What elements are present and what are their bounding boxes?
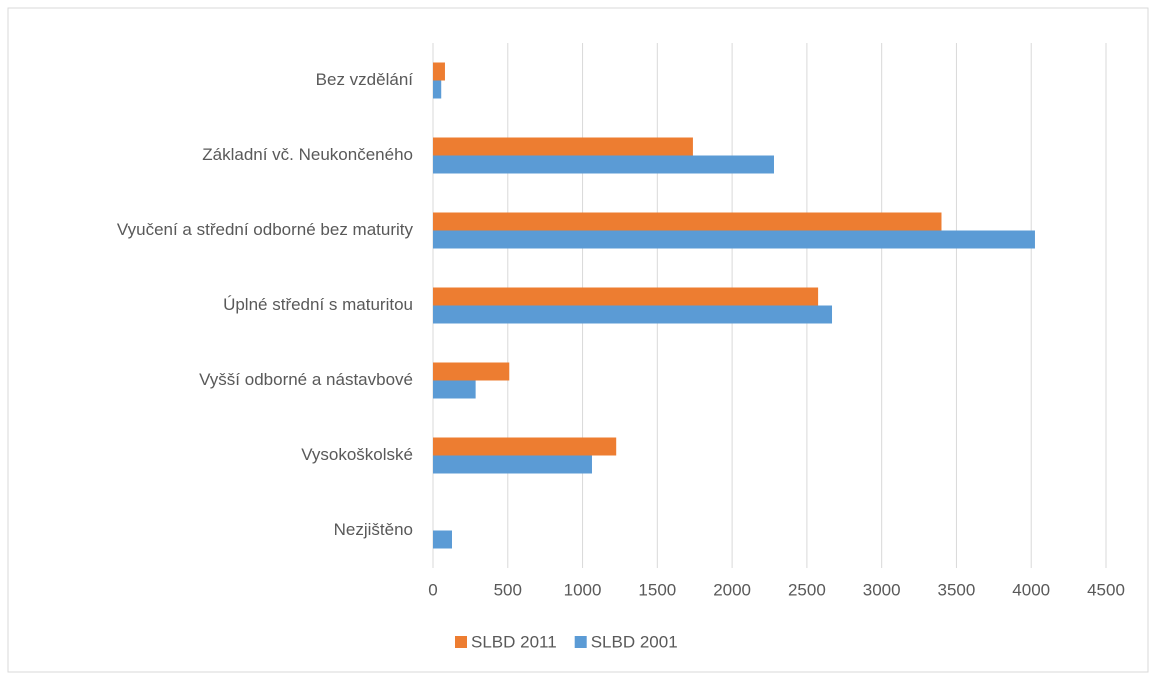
x-tick-label: 4000 xyxy=(1012,580,1050,599)
x-tick-label: 4500 xyxy=(1087,580,1125,599)
bar xyxy=(433,455,592,474)
x-tick-label: 2500 xyxy=(788,580,826,599)
y-tick-label: Nezjištěno xyxy=(334,520,413,539)
y-tick-label: Vysokoškolské xyxy=(301,445,413,464)
x-tick-label: 3500 xyxy=(938,580,976,599)
bar xyxy=(433,137,693,156)
bar xyxy=(433,80,442,99)
legend-swatch xyxy=(455,636,467,648)
y-tick-label: Vyšší odborné a nástavbové xyxy=(199,370,413,389)
bar xyxy=(433,530,452,549)
x-tick-label: 2000 xyxy=(713,580,751,599)
y-tick-label: Základní vč. Neukončeného xyxy=(202,145,413,164)
chart-border xyxy=(7,7,1149,673)
bar xyxy=(433,155,774,174)
bar xyxy=(433,287,819,306)
bar xyxy=(433,362,510,381)
y-tick-label: Úplné střední s maturitou xyxy=(223,295,413,314)
bar xyxy=(433,212,942,231)
y-tick-label: Vyučení a střední odborné bez maturity xyxy=(117,220,414,239)
bar xyxy=(433,305,833,324)
x-tick-label: 1500 xyxy=(638,580,676,599)
x-tick-label: 3000 xyxy=(863,580,901,599)
x-tick-label: 500 xyxy=(494,580,522,599)
legend-swatch xyxy=(574,636,587,648)
legend-label: SLBD 2011 xyxy=(471,632,557,651)
bar xyxy=(433,437,617,456)
x-tick-label: 0 xyxy=(428,580,437,599)
bar xyxy=(433,230,1035,249)
bar xyxy=(433,380,476,399)
legend-label: SLBD 2001 xyxy=(591,632,678,651)
bar xyxy=(433,62,445,81)
y-tick-label: Bez vzdělání xyxy=(316,70,414,89)
x-tick-label: 1000 xyxy=(564,580,602,599)
